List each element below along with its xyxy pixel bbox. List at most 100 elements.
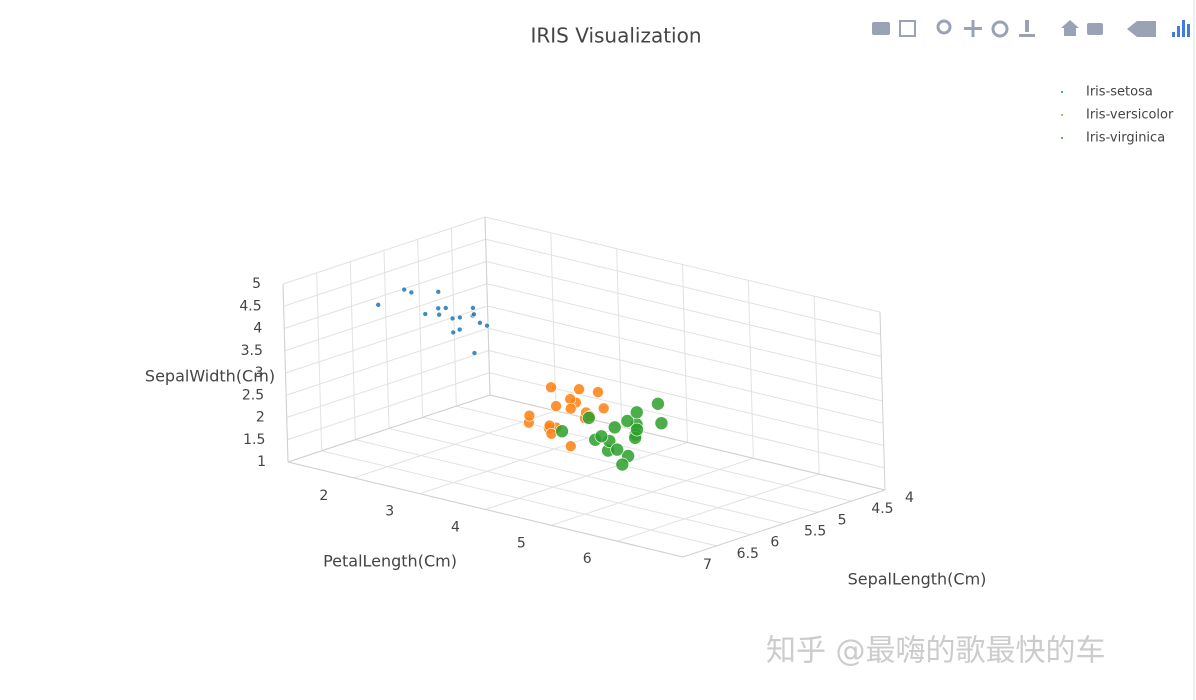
legend-label: Iris-virginica [1086,131,1165,146]
box-edge [682,489,886,558]
point [630,422,644,437]
y-tick-label: 6 [583,551,592,567]
grid-line [419,426,622,495]
z-tick-label: 5 [252,276,261,292]
point [484,322,490,329]
point [523,409,536,422]
point [545,427,558,440]
box-edge [879,311,886,491]
camera-view-button[interactable] [1087,23,1103,35]
z-tick-label: 2.5 [242,387,264,403]
x-tick-label: 7 [703,557,712,573]
grid-line [486,261,882,357]
grid-line [617,473,820,542]
point [582,411,596,425]
grid-line [285,327,489,396]
grid-line [488,350,884,446]
camera-button[interactable] [872,22,890,35]
point [401,286,408,293]
point [456,326,463,333]
y-tick-label: 3 [385,504,394,520]
z-tick-label: 1.5 [243,432,265,448]
point [435,305,441,312]
point [564,440,577,452]
z-axis-title: SepalWidth(Cm) [145,367,275,386]
save-button[interactable] [899,20,916,37]
grid-line [485,238,881,335]
point [550,400,562,412]
grid-line [287,372,490,441]
watermark: 知乎 @最嗨的歌最快的车 [766,634,1106,669]
orbit-button[interactable] [991,20,1009,38]
point [620,414,635,428]
x-tick-label: 5.5 [804,524,826,540]
z-tick-label: 4.5 [239,298,261,314]
x-tick-label: 4 [905,490,914,506]
point [477,320,483,326]
labels: 1 1.5 2 2.5 3 3.5 4 4.5 5 2 3 4 5 6 4 4.5 5 5.5 6 6.5 7 Sepal… [145,276,986,589]
grid-line [486,283,882,380]
point [555,424,569,439]
z-tick-label: 3 [255,365,264,381]
point [471,311,477,318]
x-tick-label: 6 [770,535,779,551]
x-axis-title: SepalLength(Cm) [848,570,987,589]
grid-line [283,238,486,307]
point [408,289,415,296]
y-axis-title: PetalLength(Cm) [323,552,457,571]
pan-button[interactable] [964,20,982,37]
y-tick-label: 5 [517,535,526,551]
point [436,311,442,318]
point [435,288,442,295]
box-edge [484,216,491,396]
y-tick-label: 4 [451,520,460,536]
point [457,314,463,321]
grid-line [488,327,884,424]
point [450,329,457,336]
point [442,305,449,311]
point [607,420,622,435]
point [470,305,476,311]
point [375,302,382,308]
modebar[interactable] [872,19,1190,38]
point [610,442,624,457]
z-tick-label: 3.5 [241,343,263,359]
grid-line [353,410,556,479]
x-tick-label: 4.5 [871,501,893,517]
grid-line [551,457,754,526]
grid [282,216,886,558]
marks [375,286,669,472]
grid-line [284,261,487,329]
grid-line [282,216,486,285]
point [592,386,604,398]
zoom-button[interactable] [936,19,952,35]
point [564,402,577,415]
point [629,405,644,420]
turntable-button[interactable] [1019,20,1035,37]
point [597,402,610,415]
box-edge [287,461,684,558]
grid-line [284,283,488,352]
home-button[interactable] [1061,20,1079,36]
point [654,416,669,430]
grid-line [487,305,883,402]
y-tick-label: 2 [319,488,328,504]
box-edge [287,394,491,463]
point [615,457,630,472]
point [594,429,609,444]
legend-label: Iris-setosa [1086,85,1153,100]
plotly-logo[interactable] [1172,20,1190,37]
chart-title: IRIS Visualization [530,24,701,48]
grid-line [286,350,489,418]
legend: Iris-setosa Iris-versicolor Iris-virginica [1061,85,1174,146]
point [471,350,478,356]
z-tick-label: 2 [256,410,265,426]
point [573,383,585,396]
legend-marker [1061,137,1063,139]
hover-button[interactable] [1127,21,1156,37]
point [651,396,665,411]
grid-line [485,442,688,510]
z-tick-label: 4 [253,321,262,337]
